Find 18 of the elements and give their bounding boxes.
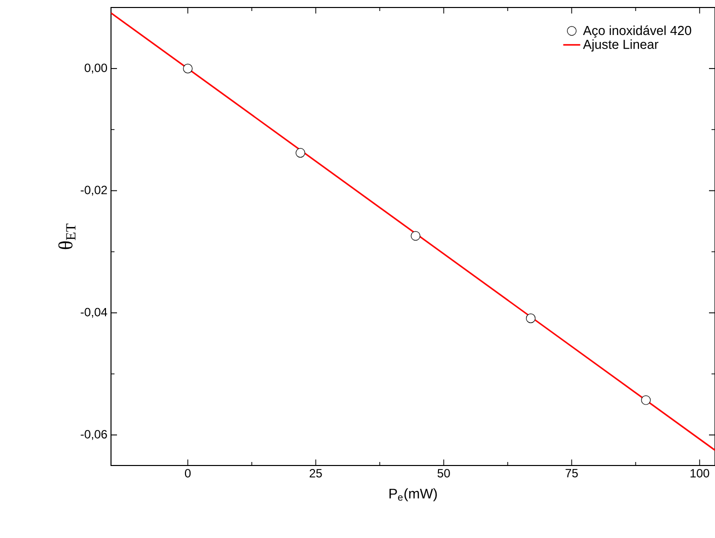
point bbox=[526, 314, 536, 324]
x-tick-label: 25 bbox=[310, 469, 322, 478]
y-axis-title: θ$_{ET}$ bbox=[58, 224, 76, 250]
x-axis-title: P$_{e}$(mW) bbox=[389, 488, 437, 502]
point bbox=[183, 64, 193, 74]
point bbox=[410, 231, 420, 241]
point bbox=[641, 395, 651, 405]
legend-label: Aço inoxidável 420 bbox=[583, 25, 692, 38]
y-tick-label: 0,00 bbox=[84, 64, 108, 74]
legend-label: Ajuste Linear bbox=[583, 39, 658, 52]
y-tick-label: -0,06 bbox=[80, 430, 107, 440]
x-tick-label: 0 bbox=[184, 469, 191, 478]
y-tick-label: -0,02 bbox=[80, 186, 107, 196]
x-tick-label: 100 bbox=[690, 469, 710, 478]
point bbox=[296, 148, 306, 158]
y-tick-label: -0,04 bbox=[80, 308, 108, 318]
x-tick-label: 50 bbox=[438, 469, 450, 478]
x-tick-label: 75 bbox=[566, 469, 578, 478]
